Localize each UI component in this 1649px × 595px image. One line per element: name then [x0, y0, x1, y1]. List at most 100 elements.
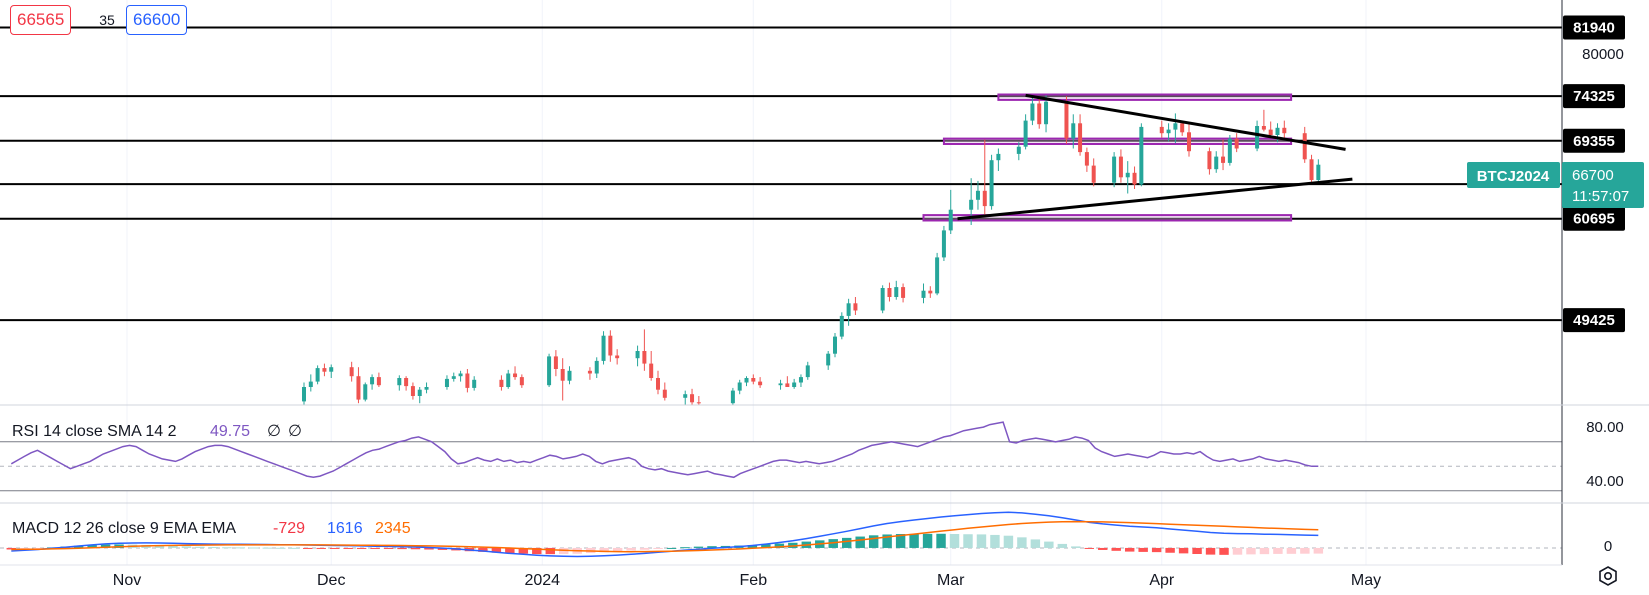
candle[interactable]	[444, 375, 449, 390]
candle[interactable]	[656, 370, 660, 395]
candle[interactable]	[1078, 114, 1083, 156]
candle[interactable]	[805, 361, 810, 380]
candle[interactable]	[308, 374, 313, 392]
rsi-legend[interactable]: RSI 14 close SMA 14 2 49.75 ∅ ∅	[12, 423, 302, 440]
trendline[interactable]	[957, 177, 1353, 221]
candle[interactable]	[499, 375, 504, 391]
candle[interactable]	[635, 345, 640, 367]
candle[interactable]	[730, 387, 735, 405]
zone-rectangle[interactable]	[942, 137, 1293, 146]
candle[interactable]	[751, 374, 756, 385]
macd-legend[interactable]: MACD 12 26 close 9 EMA EMA -729 1616 234…	[12, 520, 411, 537]
candle[interactable]	[826, 351, 831, 370]
candle[interactable]	[567, 366, 572, 385]
candle[interactable]	[560, 358, 565, 401]
rsi-line[interactable]	[10, 421, 1319, 479]
candle[interactable]	[410, 382, 415, 400]
candle[interactable]	[1139, 123, 1144, 187]
candle[interactable]	[1227, 135, 1232, 166]
bid-price-button[interactable]: 66565	[10, 5, 72, 35]
chart-settings-icon[interactable]	[1597, 565, 1619, 587]
candle[interactable]	[1302, 126, 1307, 163]
trendline[interactable]	[1025, 93, 1346, 151]
candle[interactable]	[1125, 161, 1130, 194]
candle[interactable]	[894, 280, 899, 300]
candle[interactable]	[1282, 120, 1287, 139]
price-pane[interactable]	[0, 26, 1562, 407]
candle[interactable]	[1044, 95, 1049, 133]
candle[interactable]	[1030, 96, 1035, 126]
candle[interactable]	[608, 330, 613, 362]
candle[interactable]	[853, 297, 858, 315]
candle[interactable]	[901, 283, 906, 303]
candle[interactable]	[839, 312, 844, 340]
candle[interactable]	[1037, 99, 1042, 129]
candle[interactable]	[1234, 133, 1239, 153]
candle[interactable]	[785, 376, 790, 387]
candle[interactable]	[649, 351, 654, 381]
candle[interactable]	[778, 379, 783, 390]
candle[interactable]	[1118, 149, 1123, 183]
candle[interactable]	[417, 387, 422, 404]
candle[interactable]	[1023, 114, 1028, 150]
candle[interactable]	[315, 365, 320, 385]
zone-rectangle[interactable]	[922, 214, 1293, 222]
candle[interactable]	[1316, 159, 1321, 182]
candle[interactable]	[506, 369, 511, 389]
candle[interactable]	[846, 298, 851, 326]
symbol-badge[interactable]: BTCJ2024 66700 11:57:07	[1467, 162, 1644, 208]
candle[interactable]	[465, 369, 470, 393]
candle[interactable]	[690, 388, 695, 405]
candle[interactable]	[996, 148, 1001, 172]
candle[interactable]	[941, 225, 946, 261]
rsi-pane[interactable]	[0, 421, 1562, 492]
candle[interactable]	[982, 139, 987, 217]
candle[interactable]	[519, 374, 524, 388]
candle[interactable]	[424, 382, 429, 394]
candle[interactable]	[1207, 147, 1212, 175]
candle[interactable]	[737, 379, 742, 395]
candle[interactable]	[1132, 166, 1137, 190]
candle[interactable]	[397, 375, 402, 391]
candle[interactable]	[1166, 123, 1171, 142]
candle[interactable]	[928, 286, 933, 298]
candle[interactable]	[587, 367, 592, 380]
candle[interactable]	[1261, 109, 1266, 132]
candle[interactable]	[833, 333, 837, 358]
candle[interactable]	[458, 370, 463, 382]
candle[interactable]	[662, 382, 667, 401]
candle[interactable]	[887, 282, 892, 302]
candle[interactable]	[989, 154, 994, 210]
candle[interactable]	[975, 180, 980, 210]
candle[interactable]	[376, 372, 381, 387]
macd-pane[interactable]	[0, 511, 1562, 558]
candle[interactable]	[1071, 114, 1076, 149]
candle[interactable]	[349, 361, 354, 382]
candle[interactable]	[1112, 152, 1117, 188]
ask-price-button[interactable]: 66600	[126, 5, 188, 35]
candle[interactable]	[1309, 154, 1314, 183]
candle[interactable]	[798, 374, 803, 387]
candle[interactable]	[642, 329, 647, 371]
candle[interactable]	[601, 331, 606, 365]
candle[interactable]	[322, 363, 327, 377]
candle[interactable]	[451, 372, 456, 382]
macd-signal-line[interactable]	[11, 520, 1319, 553]
candle[interactable]	[1091, 158, 1096, 187]
candle[interactable]	[1187, 123, 1191, 157]
candle[interactable]	[1268, 121, 1273, 138]
candle[interactable]	[758, 377, 763, 388]
candle[interactable]	[356, 367, 361, 404]
candle[interactable]	[513, 366, 518, 380]
candle[interactable]	[329, 364, 334, 379]
candle[interactable]	[472, 376, 477, 391]
candle[interactable]	[935, 252, 940, 296]
candle[interactable]	[921, 283, 926, 304]
candle[interactable]	[370, 374, 375, 390]
candle[interactable]	[1214, 151, 1219, 173]
candle[interactable]	[1221, 139, 1226, 171]
candle[interactable]	[1173, 113, 1178, 144]
candle[interactable]	[1016, 142, 1021, 161]
candle[interactable]	[363, 382, 368, 402]
